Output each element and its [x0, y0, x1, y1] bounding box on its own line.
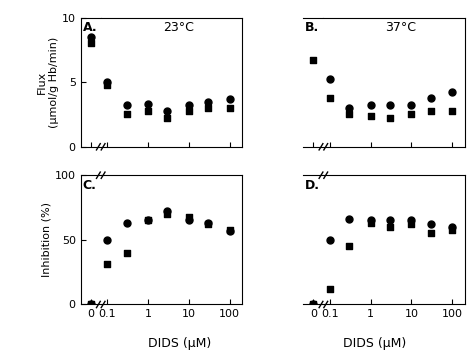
Text: 37°C: 37°C — [385, 21, 417, 34]
Point — [346, 216, 353, 222]
Point — [310, 8, 317, 14]
Point — [304, 70, 312, 75]
Point — [144, 108, 152, 113]
Point — [204, 105, 212, 111]
Point — [185, 218, 192, 223]
Point — [82, 302, 90, 307]
Point — [310, 302, 317, 307]
Point — [448, 108, 456, 114]
Point — [367, 113, 374, 119]
Point — [367, 220, 374, 226]
Point — [87, 34, 94, 40]
Point — [386, 115, 394, 120]
Point — [326, 76, 334, 82]
Point — [346, 112, 353, 117]
Point — [427, 96, 435, 101]
Point — [310, 57, 317, 62]
Point — [226, 227, 233, 232]
Text: B.: B. — [305, 21, 319, 34]
Point — [164, 211, 171, 217]
Point — [204, 99, 212, 104]
Text: C.: C. — [82, 179, 97, 192]
Text: A.: A. — [82, 21, 97, 34]
Text: D.: D. — [305, 179, 320, 192]
Point — [367, 102, 374, 107]
Point — [103, 82, 111, 88]
Point — [346, 244, 353, 249]
Point — [103, 79, 111, 85]
Point — [310, 302, 317, 307]
Point — [408, 102, 415, 107]
Point — [144, 218, 152, 223]
Y-axis label: Inhibition (%): Inhibition (%) — [42, 202, 52, 277]
Point — [82, 70, 90, 76]
Text: 23°C: 23°C — [163, 21, 194, 34]
Point — [304, 302, 312, 307]
Point — [164, 116, 171, 121]
Point — [326, 237, 334, 243]
Point — [326, 286, 334, 292]
Point — [185, 108, 192, 113]
Point — [82, 302, 90, 307]
Point — [204, 220, 212, 226]
Point — [87, 302, 94, 307]
Point — [386, 218, 394, 223]
Point — [82, 28, 90, 33]
Point — [386, 224, 394, 230]
Point — [326, 96, 334, 101]
Point — [123, 112, 130, 117]
Point — [226, 105, 233, 111]
Point — [346, 105, 353, 111]
Point — [448, 227, 456, 232]
Text: DIDS (μM): DIDS (μM) — [148, 336, 212, 350]
Point — [408, 218, 415, 223]
Point — [87, 41, 94, 46]
Point — [164, 209, 171, 214]
Point — [427, 222, 435, 227]
Point — [386, 102, 394, 107]
Point — [204, 222, 212, 227]
Point — [144, 101, 152, 107]
Point — [144, 218, 152, 223]
Point — [164, 108, 171, 113]
Point — [304, 302, 312, 307]
Point — [103, 261, 111, 267]
Point — [448, 224, 456, 230]
Point — [185, 214, 192, 219]
Point — [367, 218, 374, 223]
Point — [226, 96, 233, 102]
Point — [87, 302, 94, 307]
Point — [123, 103, 130, 108]
Text: DIDS (μM): DIDS (μM) — [343, 336, 406, 350]
Point — [408, 112, 415, 117]
Point — [427, 108, 435, 114]
Point — [408, 222, 415, 227]
Point — [304, 31, 312, 36]
Point — [427, 231, 435, 236]
Point — [103, 237, 111, 243]
Point — [448, 89, 456, 95]
Point — [123, 220, 130, 226]
Point — [123, 250, 130, 255]
Y-axis label: Flux
(μmol/g Hb/min): Flux (μmol/g Hb/min) — [37, 36, 59, 128]
Point — [226, 228, 233, 233]
Point — [185, 103, 192, 108]
